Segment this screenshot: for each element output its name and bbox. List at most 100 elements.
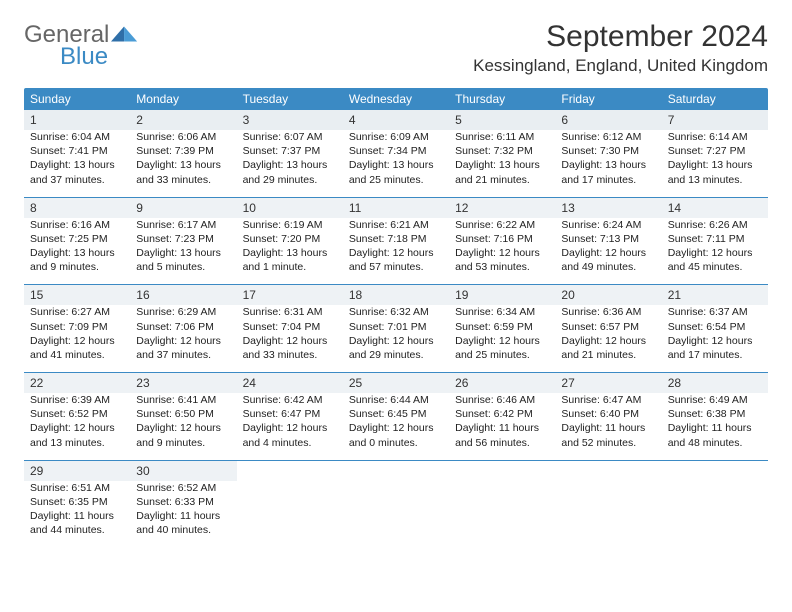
sunrise-text: Sunrise: 6:31 AM (243, 305, 337, 319)
sunset-text: Sunset: 7:23 PM (136, 232, 230, 246)
sunset-text: Sunset: 7:01 PM (349, 320, 443, 334)
day-cell: Sunrise: 6:04 AMSunset: 7:41 PMDaylight:… (24, 130, 130, 197)
daylight-line1: Daylight: 11 hours (30, 509, 124, 523)
week-content-row: Sunrise: 6:27 AMSunset: 7:09 PMDaylight:… (24, 305, 768, 372)
sunset-text: Sunset: 6:38 PM (668, 407, 762, 421)
day-number-cell (555, 460, 661, 481)
sunrise-text: Sunrise: 6:51 AM (30, 481, 124, 495)
day-number-cell: 4 (343, 110, 449, 130)
daylight-line1: Daylight: 11 hours (668, 421, 762, 435)
sunrise-text: Sunrise: 6:42 AM (243, 393, 337, 407)
daylight-line2: and 37 minutes. (30, 173, 124, 187)
daylight-line1: Daylight: 12 hours (136, 421, 230, 435)
sunrise-text: Sunrise: 6:49 AM (668, 393, 762, 407)
sunrise-text: Sunrise: 6:39 AM (30, 393, 124, 407)
daylight-line2: and 17 minutes. (561, 173, 655, 187)
day-cell: Sunrise: 6:24 AMSunset: 7:13 PMDaylight:… (555, 218, 661, 285)
sunrise-text: Sunrise: 6:44 AM (349, 393, 443, 407)
daylight-line1: Daylight: 11 hours (136, 509, 230, 523)
title-block: September 2024 Kessingland, England, Uni… (473, 20, 768, 76)
sunrise-text: Sunrise: 6:24 AM (561, 218, 655, 232)
day-cell: Sunrise: 6:47 AMSunset: 6:40 PMDaylight:… (555, 393, 661, 460)
day-number-cell: 12 (449, 197, 555, 218)
daynum-row: 1234567 (24, 110, 768, 130)
sunset-text: Sunset: 7:37 PM (243, 144, 337, 158)
day-number-cell: 24 (237, 373, 343, 394)
daylight-line1: Daylight: 12 hours (668, 334, 762, 348)
day-number-cell: 18 (343, 285, 449, 306)
day-cell: Sunrise: 6:07 AMSunset: 7:37 PMDaylight:… (237, 130, 343, 197)
sunset-text: Sunset: 6:45 PM (349, 407, 443, 421)
weekday-header: Monday (130, 88, 236, 110)
sunset-text: Sunset: 6:47 PM (243, 407, 337, 421)
sunrise-text: Sunrise: 6:32 AM (349, 305, 443, 319)
sunset-text: Sunset: 6:50 PM (136, 407, 230, 421)
daylight-line1: Daylight: 13 hours (243, 158, 337, 172)
month-title: September 2024 (473, 20, 768, 54)
day-number-cell: 20 (555, 285, 661, 306)
day-number-cell: 11 (343, 197, 449, 218)
day-number-cell (343, 460, 449, 481)
weekday-header: Friday (555, 88, 661, 110)
daylight-line2: and 21 minutes. (561, 348, 655, 362)
daylight-line2: and 57 minutes. (349, 260, 443, 274)
daylight-line2: and 4 minutes. (243, 436, 337, 450)
day-cell: Sunrise: 6:14 AMSunset: 7:27 PMDaylight:… (662, 130, 768, 197)
daylight-line1: Daylight: 12 hours (30, 334, 124, 348)
sunrise-text: Sunrise: 6:21 AM (349, 218, 443, 232)
sunset-text: Sunset: 6:40 PM (561, 407, 655, 421)
day-cell: Sunrise: 6:42 AMSunset: 6:47 PMDaylight:… (237, 393, 343, 460)
daylight-line1: Daylight: 13 hours (136, 158, 230, 172)
daylight-line1: Daylight: 13 hours (455, 158, 549, 172)
daylight-line1: Daylight: 12 hours (349, 421, 443, 435)
daylight-line1: Daylight: 11 hours (455, 421, 549, 435)
day-number-cell: 25 (343, 373, 449, 394)
daylight-line2: and 40 minutes. (136, 523, 230, 537)
sunset-text: Sunset: 7:04 PM (243, 320, 337, 334)
day-cell: Sunrise: 6:41 AMSunset: 6:50 PMDaylight:… (130, 393, 236, 460)
brand-mark-icon (111, 24, 139, 44)
sunset-text: Sunset: 6:35 PM (30, 495, 124, 509)
day-cell (237, 481, 343, 548)
day-cell: Sunrise: 6:46 AMSunset: 6:42 PMDaylight:… (449, 393, 555, 460)
day-cell: Sunrise: 6:06 AMSunset: 7:39 PMDaylight:… (130, 130, 236, 197)
sunset-text: Sunset: 7:32 PM (455, 144, 549, 158)
day-cell: Sunrise: 6:44 AMSunset: 6:45 PMDaylight:… (343, 393, 449, 460)
sunset-text: Sunset: 7:34 PM (349, 144, 443, 158)
day-number-cell: 23 (130, 373, 236, 394)
daylight-line2: and 33 minutes. (136, 173, 230, 187)
day-cell: Sunrise: 6:31 AMSunset: 7:04 PMDaylight:… (237, 305, 343, 372)
day-number-cell: 21 (662, 285, 768, 306)
day-number-cell: 9 (130, 197, 236, 218)
daylight-line2: and 1 minute. (243, 260, 337, 274)
sunrise-text: Sunrise: 6:12 AM (561, 130, 655, 144)
day-number-cell: 17 (237, 285, 343, 306)
sunrise-text: Sunrise: 6:04 AM (30, 130, 124, 144)
daylight-line2: and 0 minutes. (349, 436, 443, 450)
day-number-cell: 10 (237, 197, 343, 218)
day-number-cell: 15 (24, 285, 130, 306)
daylight-line2: and 29 minutes. (349, 348, 443, 362)
sunset-text: Sunset: 6:57 PM (561, 320, 655, 334)
day-cell: Sunrise: 6:49 AMSunset: 6:38 PMDaylight:… (662, 393, 768, 460)
daylight-line1: Daylight: 12 hours (30, 421, 124, 435)
day-cell (662, 481, 768, 548)
daylight-line2: and 29 minutes. (243, 173, 337, 187)
day-number-cell: 28 (662, 373, 768, 394)
daylight-line2: and 33 minutes. (243, 348, 337, 362)
sunrise-text: Sunrise: 6:17 AM (136, 218, 230, 232)
daynum-row: 891011121314 (24, 197, 768, 218)
day-number-cell: 7 (662, 110, 768, 130)
sunset-text: Sunset: 6:52 PM (30, 407, 124, 421)
day-cell: Sunrise: 6:51 AMSunset: 6:35 PMDaylight:… (24, 481, 130, 548)
weekday-header-row: Sunday Monday Tuesday Wednesday Thursday… (24, 88, 768, 110)
sunset-text: Sunset: 7:13 PM (561, 232, 655, 246)
weekday-header: Saturday (662, 88, 768, 110)
daylight-line2: and 56 minutes. (455, 436, 549, 450)
sunset-text: Sunset: 7:16 PM (455, 232, 549, 246)
daylight-line2: and 9 minutes. (30, 260, 124, 274)
day-number-cell (662, 460, 768, 481)
daylight-line1: Daylight: 13 hours (561, 158, 655, 172)
calendar-body: 1234567Sunrise: 6:04 AMSunset: 7:41 PMDa… (24, 110, 768, 547)
daylight-line2: and 48 minutes. (668, 436, 762, 450)
